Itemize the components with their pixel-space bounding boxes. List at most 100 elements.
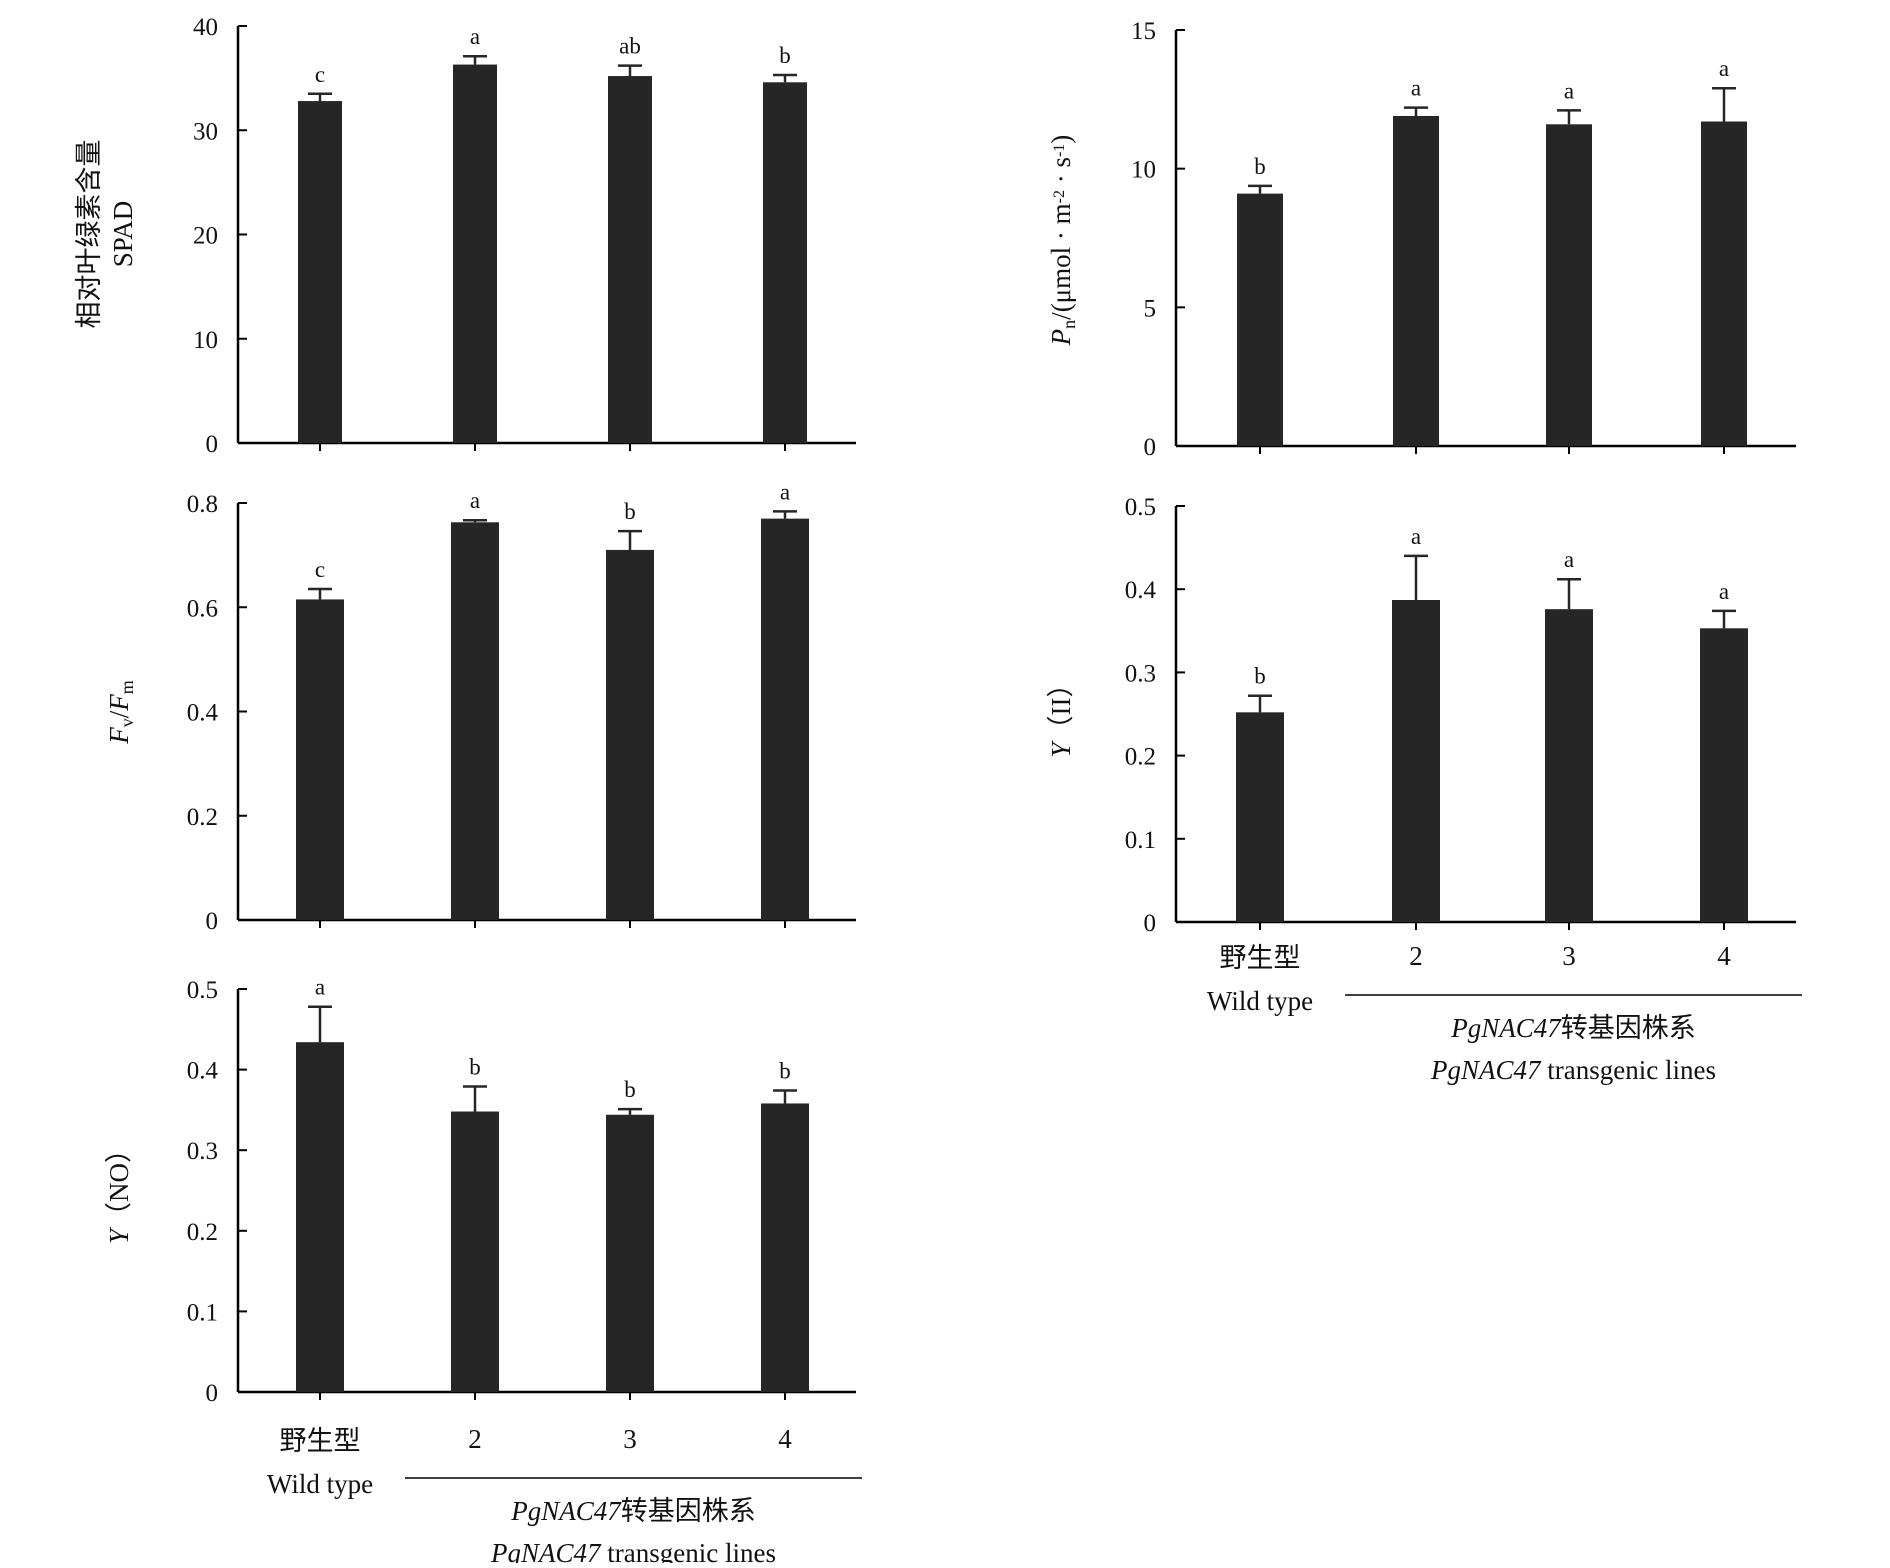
significance-label: b <box>624 1077 636 1102</box>
bar <box>761 1103 809 1392</box>
y-tick-label: 0.1 <box>1125 827 1156 854</box>
y-axis-title: Fv/Fm <box>104 680 137 745</box>
significance-label: a <box>780 479 790 504</box>
significance-label: b <box>624 499 636 524</box>
chart-panel-1: 0 10 20 30 40 c a ab b 相对叶绿素含量 SPAD <box>74 14 856 458</box>
bar <box>298 101 342 443</box>
y-axis-title-text: Y（NO） <box>104 1136 134 1244</box>
y-tick-label: 0.8 <box>187 491 218 518</box>
bar <box>1236 712 1284 922</box>
bar <box>296 599 344 920</box>
significance-label: a <box>1719 56 1729 81</box>
y-tick-label: 15 <box>1131 18 1156 45</box>
bar <box>1393 115 1439 447</box>
y-axis-title: Y（NO） <box>104 1136 134 1244</box>
category-label-en: Wild type <box>1207 986 1313 1016</box>
group-label-left: PgNAC47转基因株系 PgNAC47 transgenic lines <box>405 1477 862 1568</box>
bar <box>608 76 652 443</box>
bar <box>1701 121 1747 447</box>
bar <box>1700 628 1748 922</box>
category-label: 2 <box>468 1424 482 1454</box>
y-axis-title-text: Y（II） <box>1046 670 1076 757</box>
significance-label: a <box>470 488 480 513</box>
y-tick-label: 0 <box>206 908 219 935</box>
significance-label: b <box>779 43 791 68</box>
bar <box>1237 193 1283 446</box>
category-label: 4 <box>778 1424 792 1454</box>
y-tick-label: 0 <box>1144 434 1157 461</box>
significance-label: a <box>1564 547 1574 572</box>
significance-label: b <box>779 1059 791 1084</box>
bar <box>453 64 497 443</box>
chart-panel-5: 0 0.1 0.2 0.3 0.4 0.5 b a a a Y（II） <box>1046 494 1796 937</box>
y-tick-label: 0 <box>206 1380 219 1407</box>
y-tick-label: 10 <box>1131 157 1156 184</box>
y-tick-label: 0.2 <box>187 1219 218 1246</box>
y-axis-title-text: Fv/Fm <box>104 680 137 745</box>
significance-label: b <box>1254 154 1266 179</box>
bar <box>296 1042 344 1392</box>
y-tick-label: 0.5 <box>187 977 218 1004</box>
bar <box>1392 600 1440 922</box>
significance-label: ab <box>619 34 641 59</box>
y-tick-label: 0.4 <box>187 700 219 727</box>
category-label: 2 <box>1409 941 1423 971</box>
y-tick-label: 0.4 <box>187 1058 219 1085</box>
y-axis-title: Pn/(μmol · m-2 · s-1) <box>1046 135 1079 347</box>
group-label-en: PgNAC47 transgenic lines <box>490 1538 776 1563</box>
group-label-zh: PgNAC47转基因株系 <box>510 1496 756 1526</box>
significance-label: b <box>469 1055 481 1080</box>
significance-label: a <box>470 24 480 49</box>
chart-panel-4: 0 5 10 15 b a a a Pn/(μmol · m-2 · s-1) <box>1046 18 1796 461</box>
significance-label: a <box>1411 524 1421 549</box>
bar <box>451 1111 499 1392</box>
y-tick-label: 0.6 <box>187 595 218 622</box>
y-axis-title: 相对叶绿素含量 SPAD <box>74 140 138 329</box>
y-tick-label: 5 <box>1144 295 1157 322</box>
y-tick-label: 0.4 <box>1125 577 1157 604</box>
group-label-right: PgNAC47转基因株系 PgNAC47 transgenic lines <box>1345 994 1802 1085</box>
y-tick-label: 30 <box>193 118 218 145</box>
y-tick-label: 0.1 <box>187 1299 218 1326</box>
bar <box>1545 609 1593 922</box>
chart-panel-3: 0 0.1 0.2 0.3 0.4 0.5 a b b b Y（NO） <box>104 975 856 1407</box>
y-tick-label: 0 <box>1144 910 1157 937</box>
y-tick-label: 20 <box>193 223 218 250</box>
category-label: 3 <box>623 1424 637 1454</box>
y-tick-label: 0.3 <box>1125 660 1156 687</box>
bar <box>761 518 809 920</box>
category-label: 3 <box>1562 941 1576 971</box>
y-axis-title-text: Pn/(μmol · m-2 · s-1) <box>1046 135 1079 347</box>
y-tick-label: 40 <box>193 14 218 41</box>
y-axis-title-en: SPAD <box>108 201 138 268</box>
significance-label: a <box>1411 76 1421 101</box>
chart-panel-2: 0 0.2 0.4 0.6 0.8 c a b a Fv/Fm <box>104 479 856 935</box>
y-tick-label: 10 <box>193 327 218 354</box>
group-label-en: PgNAC47 transgenic lines <box>1430 1055 1716 1085</box>
y-tick-label: 0.2 <box>1125 744 1156 771</box>
significance-label: a <box>1719 579 1729 604</box>
y-tick-label: 0 <box>206 431 219 458</box>
significance-label: a <box>1564 78 1574 103</box>
y-tick-label: 0.3 <box>187 1138 218 1165</box>
category-label: 4 <box>1717 941 1731 971</box>
significance-label: c <box>315 557 325 582</box>
y-tick-label: 0.5 <box>1125 494 1156 521</box>
significance-label: b <box>1254 664 1266 689</box>
significance-label: a <box>315 975 325 1000</box>
category-label-zh: 野生型 <box>1220 943 1301 973</box>
y-tick-label: 0.2 <box>187 804 218 831</box>
bar <box>763 82 807 444</box>
y-axis-title-zh: 相对叶绿素含量 <box>74 140 104 329</box>
category-label-zh: 野生型 <box>280 1426 361 1456</box>
y-axis-title: Y（II） <box>1046 670 1076 757</box>
category-labels-left: 野生型 Wild type 2 3 4 <box>267 1424 792 1499</box>
bar <box>606 549 654 920</box>
category-label-en: Wild type <box>267 1469 373 1499</box>
group-label-zh: PgNAC47转基因株系 <box>1450 1013 1696 1043</box>
bar <box>1546 124 1592 446</box>
bar <box>451 522 499 920</box>
category-labels-right: 野生型 Wild type 2 3 4 <box>1207 941 1731 1016</box>
